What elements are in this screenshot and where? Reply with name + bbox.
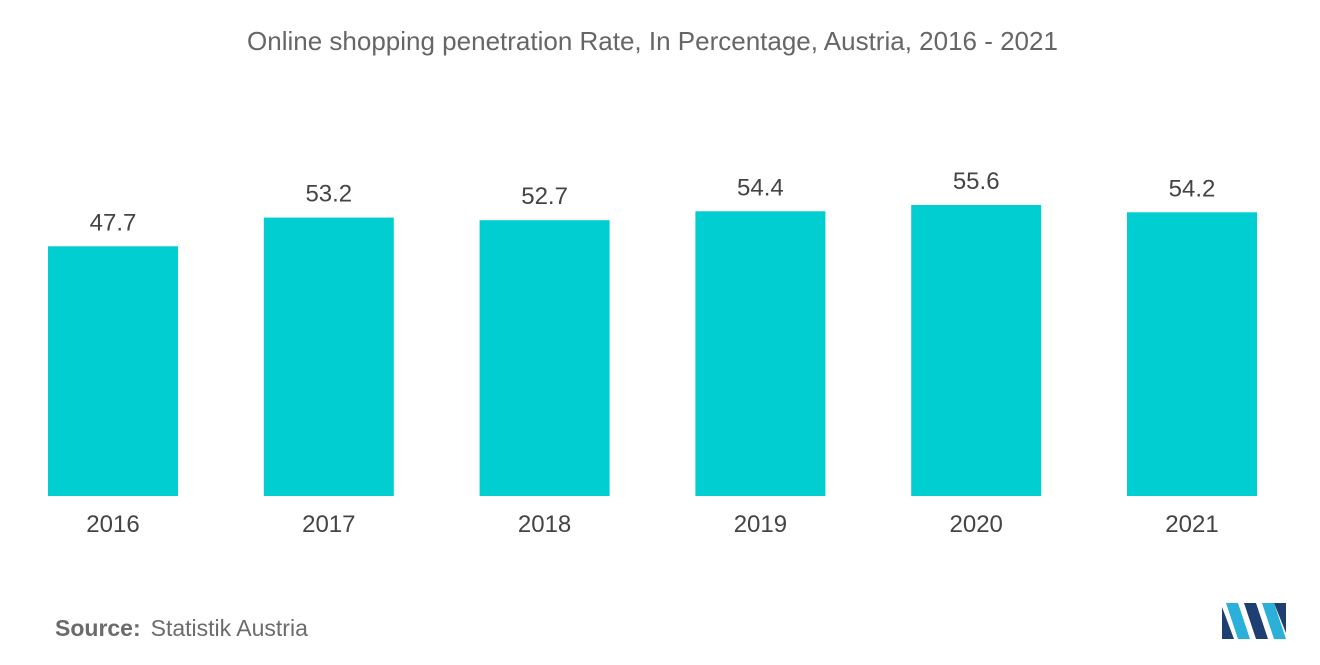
mordor-intelligence-logo-icon xyxy=(1222,603,1288,639)
value-label-2016: 47.7 xyxy=(90,209,137,236)
bar-2020 xyxy=(911,205,1041,496)
source-label: Source: xyxy=(55,615,141,641)
x-tick-label-2016: 2016 xyxy=(86,511,139,538)
value-labels-group: 47.7 53.2 52.7 54.4 55.6 54.2 xyxy=(90,168,1216,236)
x-tick-label-2017: 2017 xyxy=(302,511,355,538)
x-tick-label-2021: 2021 xyxy=(1165,511,1218,538)
x-tick-label-2019: 2019 xyxy=(734,511,787,538)
value-label-2018: 52.7 xyxy=(521,183,568,210)
x-tick-label-2020: 2020 xyxy=(950,511,1003,538)
value-label-2020: 55.6 xyxy=(953,168,1000,195)
bar-2021 xyxy=(1127,212,1257,496)
source-text: Statistik Austria xyxy=(151,615,308,641)
value-label-2017: 53.2 xyxy=(305,181,352,208)
bar-2016 xyxy=(48,246,178,496)
bar-2018 xyxy=(480,220,610,496)
x-axis-tick-labels: 2016 2017 2018 2019 2020 2021 xyxy=(86,511,1218,538)
bar-2019 xyxy=(695,211,825,496)
value-label-2019: 54.4 xyxy=(737,174,784,201)
bar-2017 xyxy=(264,218,394,496)
x-tick-label-2018: 2018 xyxy=(518,511,571,538)
bar-chart: 47.753.2 52.7 54.4 55.6 54.2 2016 2017 2018 201… xyxy=(0,0,1320,600)
value-label-2021: 54.2 xyxy=(1169,175,1216,202)
bars-group xyxy=(48,205,1257,496)
source-note: Source: Statistik Austria xyxy=(55,615,308,642)
